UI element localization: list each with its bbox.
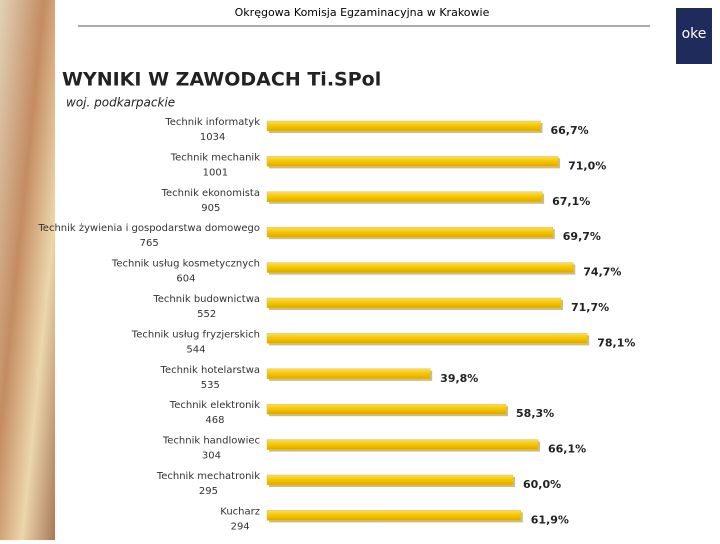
decoration [0, 0, 55, 540]
value-label: 74,7% [583, 266, 621, 279]
bar [266, 439, 539, 450]
category-label: Technik usług kosmetycznych [111, 259, 260, 270]
value-label: 66,7% [550, 124, 588, 137]
bar [266, 297, 562, 309]
logo-box [676, 8, 712, 64]
bar [266, 156, 559, 167]
count-label: 468 [205, 415, 224, 426]
value-label: 71,0% [568, 159, 606, 172]
bar [266, 474, 514, 486]
bar [266, 333, 588, 344]
count-label: 1034 [200, 132, 225, 143]
bar [266, 403, 507, 415]
value-label: 39,8% [440, 372, 478, 385]
bar [266, 510, 522, 521]
value-label: 60,0% [523, 478, 561, 491]
value-label: 67,1% [552, 195, 590, 208]
value-label: 78,1% [597, 336, 635, 349]
count-label: 295 [199, 486, 218, 497]
category-label: Technik ekonomista [161, 188, 260, 199]
category-label: Technik handlowiec [162, 436, 260, 447]
logo-text: oke [682, 26, 707, 42]
category-label: Technik hotelarstwa [160, 365, 260, 376]
value-label: 61,9% [531, 513, 569, 526]
category-label: Technik usług fryzjerskich [131, 329, 260, 340]
bar [266, 368, 431, 380]
count-label: 905 [201, 203, 220, 214]
category-label: Technik budownictwa [152, 294, 260, 305]
category-label: Technik mechanik [170, 152, 260, 163]
category-label: Kucharz [220, 506, 260, 517]
count-label: 552 [197, 309, 216, 320]
count-label: 604 [176, 274, 195, 285]
count-label: 294 [231, 521, 250, 532]
count-label: 765 [140, 238, 159, 249]
bar [266, 262, 574, 273]
category-label: Technik mechatronik [156, 471, 260, 482]
value-label: 58,3% [516, 407, 554, 420]
decoration-fade [55, 0, 73, 540]
bar [266, 226, 554, 238]
bar [266, 191, 543, 203]
count-label: 304 [202, 451, 221, 462]
value-label: 66,1% [548, 443, 586, 456]
category-label: Technik elektronik [169, 400, 260, 411]
header: Okręgowa Komisja Egzaminacyjna w Krakowi… [235, 6, 490, 19]
value-label: 69,7% [563, 230, 601, 243]
category-label: Technik żywienia i gospodarstwa domowego [37, 223, 260, 234]
count-label: 544 [186, 344, 205, 355]
count-label: 1001 [203, 167, 228, 178]
value-label: 71,7% [571, 301, 609, 314]
category-label: Technik informatyk [164, 117, 260, 128]
chart-subtitle: woj. podkarpackie [66, 96, 175, 110]
bar [266, 120, 541, 132]
count-label: 535 [201, 380, 220, 391]
chart-title: WYNIKI W ZAWODACH Ti.SPol [62, 69, 381, 91]
